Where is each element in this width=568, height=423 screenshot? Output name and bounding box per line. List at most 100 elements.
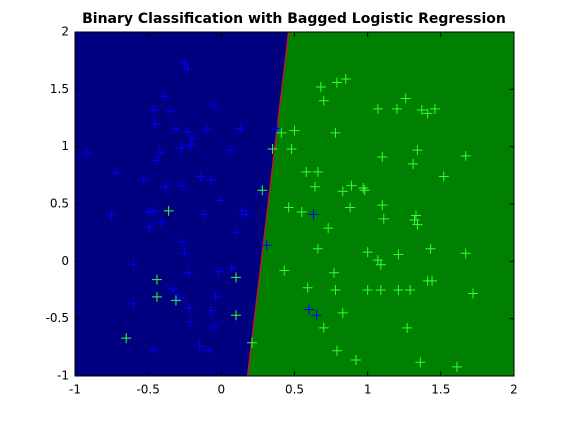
point	[302, 282, 313, 293]
point	[159, 91, 170, 102]
point	[337, 186, 348, 197]
point	[163, 205, 174, 216]
point	[323, 223, 334, 234]
point	[165, 106, 176, 117]
point	[121, 333, 132, 344]
x-tick-label: 0	[218, 383, 226, 397]
point	[170, 295, 181, 306]
point	[375, 285, 386, 295]
point	[261, 240, 272, 251]
point	[422, 108, 433, 119]
y-tick-label: -1	[57, 369, 69, 383]
point	[176, 236, 187, 247]
point	[402, 322, 413, 333]
y-tick-label: 0.5	[50, 197, 69, 211]
point	[144, 221, 155, 232]
y-tick-label: 1.5	[50, 82, 69, 96]
point	[408, 158, 419, 169]
point	[230, 227, 241, 238]
point	[331, 345, 342, 356]
point	[359, 185, 370, 196]
y-tick-label: 2	[61, 25, 69, 39]
point	[185, 317, 196, 328]
point	[271, 123, 282, 134]
point	[400, 93, 411, 104]
chart-title: Binary Classification with Bagged Logist…	[82, 11, 506, 27]
point	[468, 288, 479, 299]
point	[427, 275, 438, 286]
point	[378, 213, 389, 224]
point	[301, 166, 312, 177]
point	[151, 155, 162, 166]
point	[128, 259, 139, 270]
point	[308, 209, 319, 220]
point	[213, 266, 224, 277]
point	[150, 118, 161, 129]
point	[176, 180, 187, 191]
point	[286, 143, 297, 154]
point	[226, 263, 237, 274]
point	[340, 74, 351, 85]
point	[312, 166, 323, 177]
point	[168, 283, 179, 294]
point	[416, 104, 427, 115]
point	[318, 322, 329, 333]
point	[350, 354, 361, 365]
point	[241, 209, 252, 220]
point	[160, 181, 171, 192]
point	[393, 285, 404, 295]
point	[318, 95, 329, 106]
x-tick-label: 1.5	[431, 383, 450, 397]
point	[110, 168, 121, 179]
x-tick-label: -1	[69, 383, 81, 397]
point	[346, 180, 357, 191]
point	[179, 248, 190, 259]
point	[138, 174, 149, 185]
point	[81, 148, 92, 159]
point	[151, 274, 162, 285]
point	[331, 77, 342, 88]
point	[195, 171, 206, 182]
point	[460, 150, 471, 161]
point	[206, 174, 217, 185]
point	[149, 345, 160, 356]
y-tick-label: -0.5	[46, 311, 69, 325]
point	[230, 310, 241, 321]
point	[225, 145, 236, 156]
point	[405, 285, 416, 295]
decision-boundary	[246, 31, 290, 377]
point	[330, 127, 341, 138]
point	[267, 143, 278, 154]
point	[309, 181, 320, 192]
point	[296, 207, 307, 218]
region-left	[75, 32, 289, 376]
point	[377, 151, 388, 162]
point	[182, 63, 193, 74]
point	[377, 200, 388, 211]
point	[460, 248, 471, 259]
point	[206, 305, 217, 316]
point	[176, 142, 187, 153]
point	[257, 185, 268, 196]
point	[209, 321, 220, 332]
point	[438, 171, 449, 182]
point	[362, 285, 373, 295]
point	[358, 182, 369, 193]
point	[362, 247, 373, 258]
point	[410, 210, 421, 221]
point	[179, 57, 190, 68]
x-tick-label: 1	[364, 383, 372, 397]
point	[279, 265, 290, 276]
point	[235, 123, 246, 134]
point	[194, 341, 205, 352]
point	[182, 126, 193, 137]
point	[198, 209, 209, 220]
point	[312, 243, 323, 254]
point	[330, 285, 341, 295]
x-tick-label: 0.5	[285, 383, 304, 397]
point	[143, 207, 154, 218]
point	[128, 298, 139, 309]
point	[375, 259, 386, 270]
region-right	[247, 32, 514, 376]
